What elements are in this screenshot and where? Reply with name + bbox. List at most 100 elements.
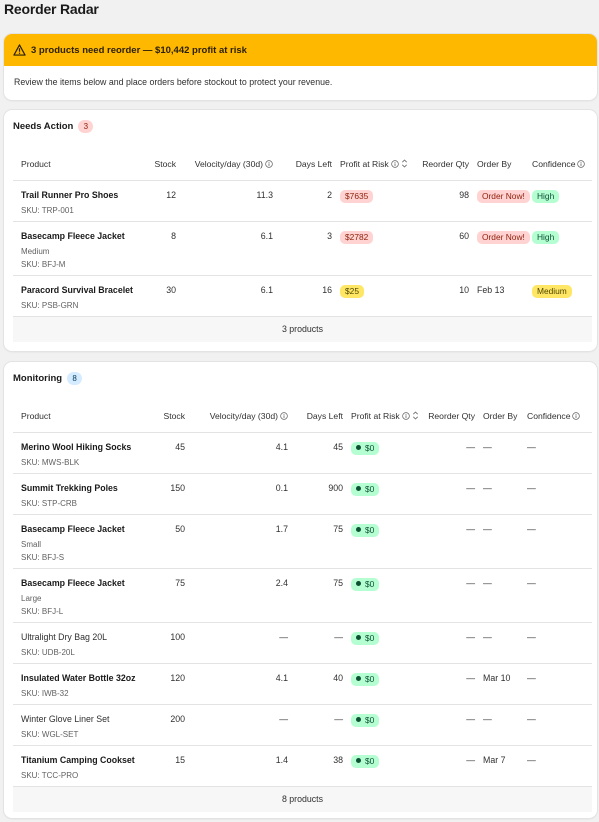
col-product: Product <box>13 148 144 181</box>
product-name: Ultralight Dry Bag 20L <box>21 631 108 642</box>
confidence-value: — <box>519 704 592 746</box>
product-name: Titanium Camping Cookset <box>21 754 135 765</box>
table-footer-count: 8 products <box>13 786 592 812</box>
info-icon[interactable] <box>280 412 288 420</box>
table-row[interactable]: Merino Wool Hiking Socks SKU: MWS-BLK 45 4.… <box>13 432 592 474</box>
profit-badge: $25 <box>340 284 364 298</box>
stock-value: 150 <box>135 473 185 515</box>
days-left-value: 3 <box>273 221 332 276</box>
velocity-value: 6.1 <box>176 221 273 276</box>
velocity-value: — <box>185 622 288 664</box>
info-icon[interactable] <box>265 160 273 168</box>
stock-value: 50 <box>135 514 185 569</box>
table-row[interactable]: Basecamp Fleece Jacket Medium SKU: BFJ-M 8… <box>13 221 592 276</box>
col-velocity: Velocity/day (30d) <box>176 148 273 181</box>
banner-headline: 3 products need reorder — $10,442 profit… <box>31 44 247 56</box>
col-days-left: Days Left <box>288 400 343 433</box>
section-title: Needs Action <box>13 121 74 132</box>
reorder-qty-value: — <box>418 473 475 515</box>
table-row[interactable]: Insulated Water Bottle 32oz SKU: IWB-32 12… <box>13 663 592 705</box>
count-badge: 8 <box>67 372 83 385</box>
table-row[interactable]: Ultralight Dry Bag 20L SKU: UDB-20L 100— — $… <box>13 622 592 664</box>
days-left-value: — <box>288 704 343 746</box>
days-left-value: 2 <box>273 180 332 222</box>
days-left-value: 900 <box>288 473 343 515</box>
col-reorder-qty: Reorder Qty <box>402 148 469 181</box>
order-by-value: — <box>475 514 519 569</box>
table-row[interactable]: Basecamp Fleece Jacket Small SKU: BFJ-S 50 1… <box>13 514 592 569</box>
velocity-value: 0.1 <box>185 473 288 515</box>
confidence-value: — <box>519 514 592 569</box>
stock-value: 100 <box>135 622 185 664</box>
order-by-value: Mar 10 <box>475 663 519 705</box>
profit-badge: $7635 <box>340 189 374 203</box>
profit-badge: $0 <box>351 523 380 537</box>
sort-icon[interactable] <box>412 411 419 420</box>
velocity-value: — <box>185 704 288 746</box>
reorder-alert-banner: 3 products need reorder — $10,442 profit… <box>4 34 597 100</box>
confidence-badge: High <box>532 189 560 203</box>
confidence-value: — <box>519 568 592 623</box>
product-name: Paracord Survival Bracelet <box>21 284 133 295</box>
col-product: Product <box>13 400 135 433</box>
product-sku: SKU: MWS-BLK <box>21 457 80 467</box>
days-left-value: 75 <box>288 568 343 623</box>
stock-value: 30 <box>144 275 176 317</box>
info-icon[interactable] <box>577 160 586 168</box>
info-icon[interactable] <box>401 412 410 420</box>
product-name: Merino Wool Hiking Socks <box>21 441 132 452</box>
col-profit-at-risk[interactable]: Profit at Risk <box>332 148 407 181</box>
confidence-value: — <box>519 473 592 515</box>
velocity-value: 1.7 <box>185 514 288 569</box>
stock-value: 45 <box>135 432 185 474</box>
reorder-qty-value: — <box>418 432 475 474</box>
profit-badge: $0 <box>351 713 380 727</box>
info-icon[interactable] <box>572 412 581 420</box>
order-by-value: — <box>475 473 519 515</box>
product-sku: SKU: BFJ-L <box>21 606 64 616</box>
stock-value: 75 <box>135 568 185 623</box>
sort-icon[interactable] <box>401 159 408 168</box>
table-row[interactable]: Trail Runner Pro Shoes SKU: TRP-001 12 11… <box>13 180 592 222</box>
product-name: Trail Runner Pro Shoes <box>21 189 119 200</box>
product-variant: Large <box>21 593 42 603</box>
product-variant: Medium <box>21 246 50 256</box>
col-order-by: Order By <box>469 148 524 181</box>
reorder-qty-value: — <box>418 568 475 623</box>
reorder-qty-value: — <box>418 663 475 705</box>
confidence-value: — <box>519 745 592 787</box>
profit-badge: $0 <box>351 577 380 591</box>
product-sku: SKU: TCC-PRO <box>21 770 79 780</box>
reorder-qty-value: 10 <box>402 275 469 317</box>
days-left-value: 16 <box>273 275 332 317</box>
product-variant: Small <box>21 539 42 549</box>
velocity-value: 4.1 <box>185 663 288 705</box>
warning-icon <box>13 44 26 56</box>
product-sku: SKU: TRP-001 <box>21 205 74 215</box>
order-now-badge: Order Now! <box>477 189 530 203</box>
product-sku: SKU: UDB-20L <box>21 647 75 657</box>
col-days-left: Days Left <box>273 148 332 181</box>
velocity-value: 2.4 <box>185 568 288 623</box>
needs-action-table: Product Stock Velocity/day (30d) Days Le… <box>13 148 592 342</box>
profit-badge: $0 <box>351 754 380 768</box>
col-profit-at-risk[interactable]: Profit at Risk <box>343 400 419 433</box>
table-row[interactable]: Winter Glove Liner Set SKU: WGL-SET 200— — $… <box>13 704 592 746</box>
col-stock: Stock <box>144 148 176 181</box>
reorder-qty-value: 98 <box>402 180 469 222</box>
product-sku: SKU: BFJ-S <box>21 552 65 562</box>
table-row[interactable]: Titanium Camping Cookset SKU: TCC-PRO 15 1.… <box>13 745 592 787</box>
product-name: Basecamp Fleece Jacket <box>21 230 125 241</box>
order-now-badge: Order Now! <box>477 230 530 244</box>
stock-value: 15 <box>135 745 185 787</box>
days-left-value: 45 <box>288 432 343 474</box>
profit-badge: $0 <box>351 672 380 686</box>
order-by-value: — <box>475 622 519 664</box>
info-icon[interactable] <box>390 160 399 168</box>
table-row[interactable]: Summit Trekking Poles SKU: STP-CRB 150 0.1 9… <box>13 473 592 515</box>
table-row[interactable]: Basecamp Fleece Jacket Large SKU: BFJ-L 75 2… <box>13 568 592 623</box>
reorder-qty-value: 60 <box>402 221 469 276</box>
table-row[interactable]: Paracord Survival Bracelet SKU: PSB-GRN 3… <box>13 275 592 317</box>
product-name: Winter Glove Liner Set <box>21 713 110 724</box>
velocity-value: 1.4 <box>185 745 288 787</box>
